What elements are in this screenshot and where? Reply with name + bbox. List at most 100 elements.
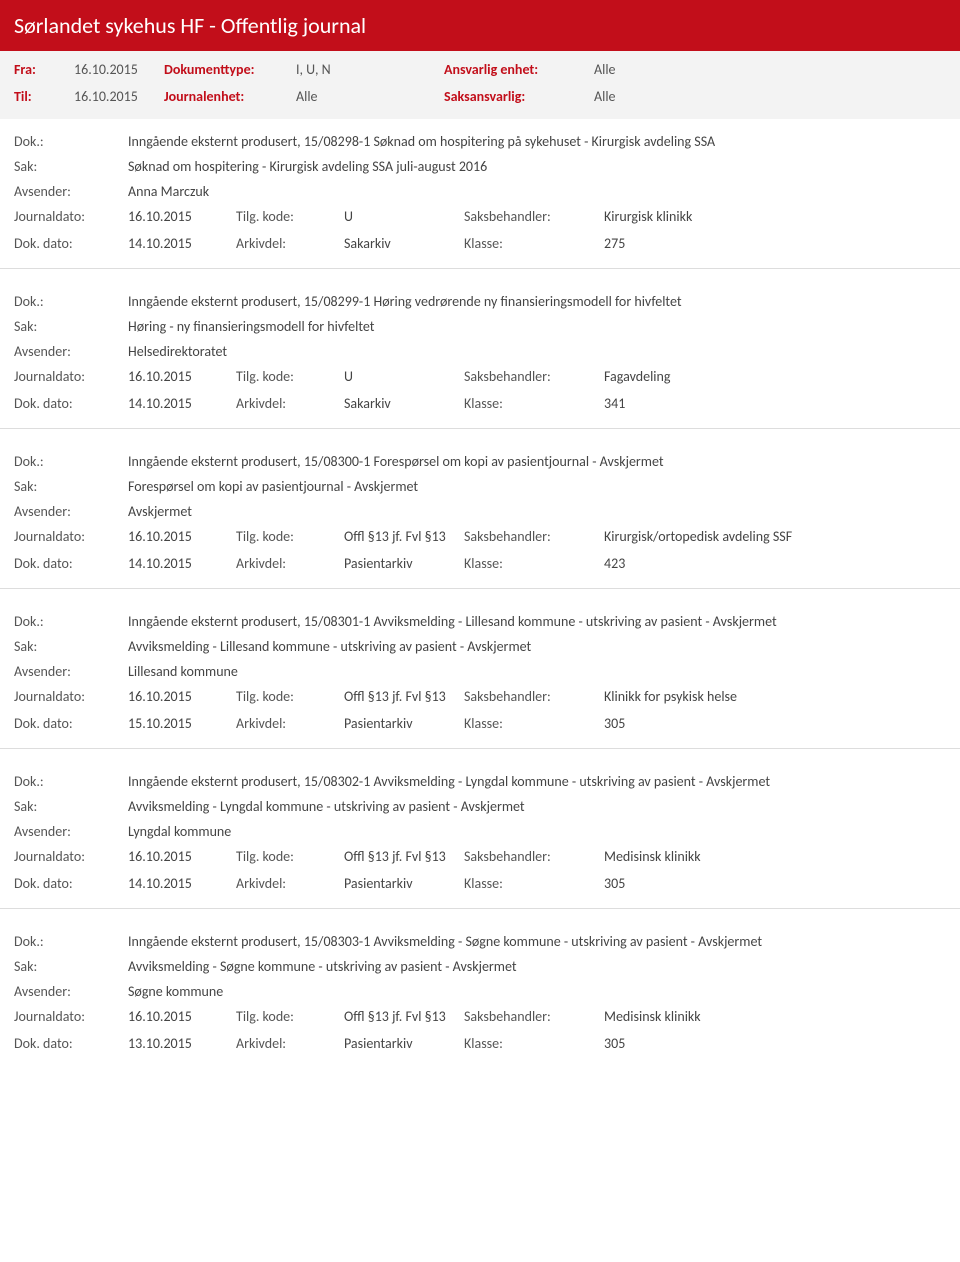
- klasse-label: Klasse:: [464, 235, 604, 252]
- journaldato-value: 16.10.2015: [128, 208, 236, 225]
- tilgkode-value: Offl §13 jf. Fvl §13: [344, 688, 464, 705]
- journal-record: Dok.: Inngående eksternt produsert, 15/0…: [0, 119, 960, 269]
- journaldato-value: 16.10.2015: [128, 528, 236, 545]
- filter-fra-label: Fra:: [14, 61, 74, 78]
- dok-label: Dok.:: [14, 133, 128, 150]
- klasse-label: Klasse:: [464, 875, 604, 892]
- saksbehandler-label: Saksbehandler:: [464, 848, 604, 865]
- sak-label: Sak:: [14, 318, 128, 335]
- tilgkode-label: Tilg. kode:: [236, 1008, 344, 1025]
- dok-label: Dok.:: [14, 933, 128, 950]
- journaldato-value: 16.10.2015: [128, 1008, 236, 1025]
- dokdato-value: 14.10.2015: [128, 395, 236, 412]
- journaldato-label: Journaldato:: [14, 208, 128, 225]
- filter-doktype-label: Dokumenttype:: [164, 61, 296, 78]
- journal-record: Dok.: Inngående eksternt produsert, 15/0…: [0, 919, 960, 1068]
- arkivdel-value: Pasientarkiv: [344, 875, 464, 892]
- saksbehandler-label: Saksbehandler:: [464, 368, 604, 385]
- journal-record: Dok.: Inngående eksternt produsert, 15/0…: [0, 279, 960, 429]
- filter-saksansvarlig-label: Saksansvarlig:: [444, 88, 594, 105]
- dokdato-label: Dok. dato:: [14, 715, 128, 732]
- tilgkode-label: Tilg. kode:: [236, 528, 344, 545]
- sak-label: Sak:: [14, 638, 128, 655]
- arkivdel-label: Arkivdel:: [236, 1035, 344, 1052]
- tilgkode-label: Tilg. kode:: [236, 848, 344, 865]
- dokdato-label: Dok. dato:: [14, 1035, 128, 1052]
- filter-doktype-value: I, U, N: [296, 61, 331, 78]
- sak-value: Avviksmelding - Lillesand kommune - utsk…: [128, 638, 946, 655]
- sak-value: Forespørsel om kopi av pasientjournal - …: [128, 478, 946, 495]
- sak-label: Sak:: [14, 958, 128, 975]
- saksbehandler-value: Medisinsk klinikk: [604, 848, 946, 865]
- dokdato-label: Dok. dato:: [14, 555, 128, 572]
- saksbehandler-label: Saksbehandler:: [464, 1008, 604, 1025]
- journaldato-value: 16.10.2015: [128, 688, 236, 705]
- sak-label: Sak:: [14, 158, 128, 175]
- arkivdel-label: Arkivdel:: [236, 395, 344, 412]
- journal-record: Dok.: Inngående eksternt produsert, 15/0…: [0, 439, 960, 589]
- arkivdel-label: Arkivdel:: [236, 875, 344, 892]
- dokdato-label: Dok. dato:: [14, 875, 128, 892]
- dokdato-value: 15.10.2015: [128, 715, 236, 732]
- sak-value: Høring - ny finansieringsmodell for hivf…: [128, 318, 946, 335]
- tilgkode-label: Tilg. kode:: [236, 208, 344, 225]
- tilgkode-value: Offl §13 jf. Fvl §13: [344, 848, 464, 865]
- dok-value: Inngående eksternt produsert, 15/08300-1…: [128, 453, 946, 470]
- klasse-label: Klasse:: [464, 1035, 604, 1052]
- journaldato-label: Journaldato:: [14, 528, 128, 545]
- tilgkode-value: Offl §13 jf. Fvl §13: [344, 528, 464, 545]
- saksbehandler-label: Saksbehandler:: [464, 208, 604, 225]
- records-container: Dok.: Inngående eksternt produsert, 15/0…: [0, 119, 960, 1068]
- klasse-value: 341: [604, 395, 946, 412]
- dokdato-value: 13.10.2015: [128, 1035, 236, 1052]
- journal-record: Dok.: Inngående eksternt produsert, 15/0…: [0, 759, 960, 909]
- tilgkode-label: Tilg. kode:: [236, 368, 344, 385]
- journaldato-value: 16.10.2015: [128, 848, 236, 865]
- saksbehandler-value: Klinikk for psykisk helse: [604, 688, 946, 705]
- journaldato-label: Journaldato:: [14, 688, 128, 705]
- saksbehandler-value: Fagavdeling: [604, 368, 946, 385]
- page-header: Sørlandet sykehus HF - Offentlig journal: [0, 0, 960, 51]
- avsender-value: Lyngdal kommune: [128, 823, 946, 840]
- klasse-value: 305: [604, 1035, 946, 1052]
- dokdato-value: 14.10.2015: [128, 235, 236, 252]
- tilgkode-value: Offl §13 jf. Fvl §13: [344, 1008, 464, 1025]
- dokdato-label: Dok. dato:: [14, 235, 128, 252]
- avsender-label: Avsender:: [14, 823, 128, 840]
- dok-value: Inngående eksternt produsert, 15/08301-1…: [128, 613, 946, 630]
- klasse-value: 305: [604, 715, 946, 732]
- dok-value: Inngående eksternt produsert, 15/08298-1…: [128, 133, 946, 150]
- arkivdel-label: Arkivdel:: [236, 555, 344, 572]
- arkivdel-label: Arkivdel:: [236, 235, 344, 252]
- journaldato-label: Journaldato:: [14, 1008, 128, 1025]
- saksbehandler-label: Saksbehandler:: [464, 688, 604, 705]
- dok-value: Inngående eksternt produsert, 15/08303-1…: [128, 933, 946, 950]
- filter-bar: Fra: 16.10.2015 Til: 16.10.2015 Dokument…: [0, 51, 960, 119]
- journal-record: Dok.: Inngående eksternt produsert, 15/0…: [0, 599, 960, 749]
- klasse-label: Klasse:: [464, 395, 604, 412]
- avsender-label: Avsender:: [14, 343, 128, 360]
- klasse-label: Klasse:: [464, 555, 604, 572]
- avsender-label: Avsender:: [14, 663, 128, 680]
- sak-label: Sak:: [14, 798, 128, 815]
- tilgkode-label: Tilg. kode:: [236, 688, 344, 705]
- avsender-value: Anna Marczuk: [128, 183, 946, 200]
- avsender-value: Søgne kommune: [128, 983, 946, 1000]
- dokdato-value: 14.10.2015: [128, 555, 236, 572]
- dok-label: Dok.:: [14, 293, 128, 310]
- arkivdel-label: Arkivdel:: [236, 715, 344, 732]
- arkivdel-value: Pasientarkiv: [344, 715, 464, 732]
- sak-value: Søknad om hospitering - Kirurgisk avdeli…: [128, 158, 946, 175]
- avsender-label: Avsender:: [14, 183, 128, 200]
- filter-ansvarlig-value: Alle: [594, 61, 616, 78]
- filter-fra-value: 16.10.2015: [74, 61, 138, 78]
- saksbehandler-label: Saksbehandler:: [464, 528, 604, 545]
- sak-value: Avviksmelding - Lyngdal kommune - utskri…: [128, 798, 946, 815]
- arkivdel-value: Pasientarkiv: [344, 1035, 464, 1052]
- dokdato-value: 14.10.2015: [128, 875, 236, 892]
- filter-journalenhet-value: Alle: [296, 88, 318, 105]
- avsender-value: Avskjermet: [128, 503, 946, 520]
- avsender-value: Helsedirektoratet: [128, 343, 946, 360]
- tilgkode-value: U: [344, 208, 464, 225]
- filter-til-value: 16.10.2015: [74, 88, 138, 105]
